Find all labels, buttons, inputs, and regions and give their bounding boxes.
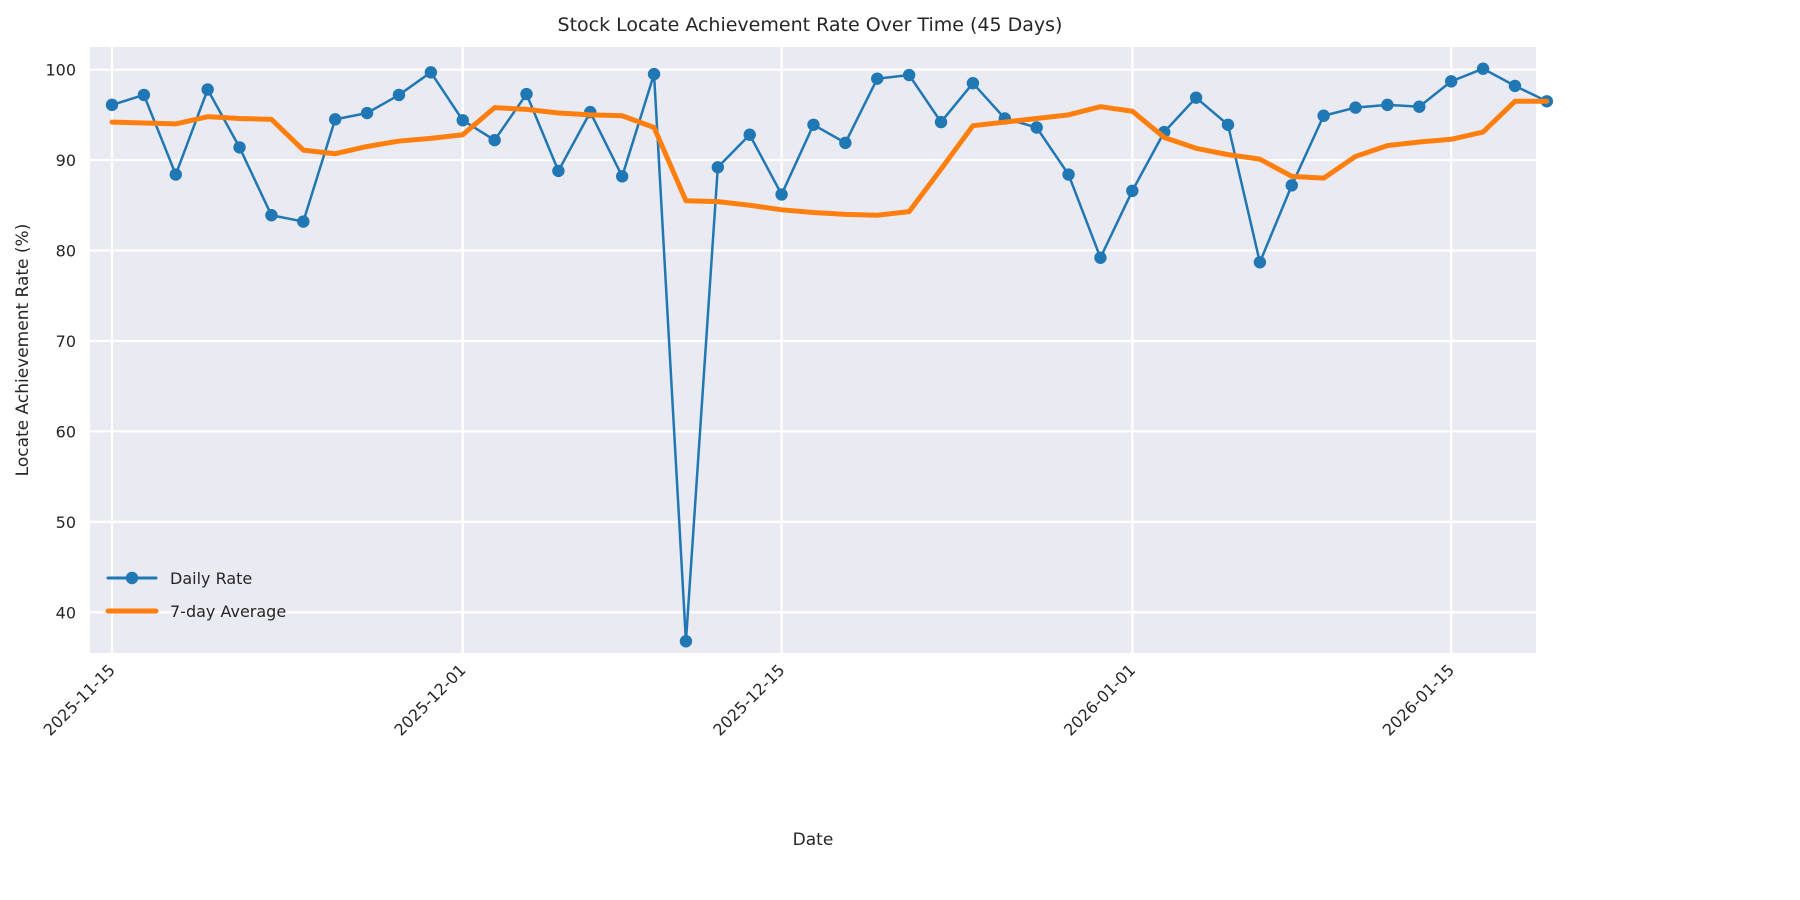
daily-rate-point [265, 209, 278, 222]
y-tick-label: 80 [56, 242, 76, 261]
y-tick-label: 70 [56, 332, 76, 351]
daily-rate-point [743, 128, 756, 141]
y-tick-label: 40 [56, 603, 76, 622]
daily-rate-point [775, 188, 788, 201]
daily-rate-point [1381, 98, 1394, 112]
daily-rate-point [105, 98, 119, 112]
x-axis-title: Date [793, 830, 834, 850]
y-gridlines [90, 68, 1536, 614]
daily-rate-point [839, 136, 852, 150]
daily-rate-point [488, 133, 501, 147]
daily-rate-point [360, 106, 374, 120]
daily-rate-point [966, 76, 980, 90]
daily-rate-point [1126, 184, 1139, 198]
daily-rate-point [1349, 101, 1362, 114]
daily-rate-point [1285, 179, 1298, 192]
daily-rate-point [679, 635, 693, 648]
daily-rate-point [392, 88, 406, 102]
legend-item-label[interactable]: 7-day Average [170, 602, 286, 621]
daily-rate-point [711, 161, 725, 174]
daily-rate-point [1413, 100, 1426, 113]
x-tick-label: 2026-01-01 [1060, 660, 1139, 739]
y-tick-labels: 40 50 60 70 80 90 100 [45, 61, 76, 623]
daily-rate-point [1094, 251, 1107, 264]
x-tick-label: 2025-12-01 [390, 660, 469, 739]
daily-rate-point [1444, 75, 1458, 88]
daily-rate-point [297, 215, 310, 228]
daily-rate-point [456, 114, 469, 127]
seven-day-average-line [109, 98, 1550, 218]
y-tick-label: 50 [56, 513, 76, 532]
daily-rate-point [1221, 118, 1235, 131]
daily-rate-point [552, 164, 565, 178]
daily-rate-point [871, 72, 884, 85]
x-tick-label: 2026-01-15 [1379, 660, 1458, 739]
daily-rate-point [615, 170, 629, 183]
chart-title: Stock Locate Achievement Rate Over Time … [557, 14, 1063, 36]
axes-background [90, 47, 1536, 653]
daily-rate-point [520, 87, 533, 101]
daily-rate-point [169, 168, 182, 181]
x-gridlines [110, 47, 1453, 653]
daily-rate-point [1317, 109, 1330, 122]
daily-rate-point [1508, 79, 1522, 93]
daily-rate-point [902, 68, 916, 82]
daily-rate-point [201, 83, 214, 96]
daily-rate-point [934, 115, 948, 129]
y-axis-title: Locate Achievement Rate (%) [13, 224, 33, 477]
data-series-layer [105, 62, 1554, 648]
daily-rate-point [424, 66, 438, 79]
chart-legend[interactable]: Daily Rate 7-day Average [105, 569, 286, 621]
y-tick-label: 90 [56, 151, 76, 170]
daily-rate-point [1030, 121, 1043, 134]
daily-rate-point [137, 88, 151, 102]
x-tick-label: 2025-12-15 [709, 660, 788, 739]
x-tick-labels: 2025-11-15 2025-12-01 2025-12-15 2026-01-01… [40, 660, 1458, 739]
y-tick-label: 60 [56, 422, 76, 441]
daily-rate-point [1062, 168, 1075, 181]
legend-item-label[interactable]: Daily Rate [170, 569, 252, 588]
daily-rate-point [1189, 91, 1203, 104]
daily-rate-point [233, 141, 246, 154]
daily-rate-point [328, 113, 342, 126]
daily-rate-point [807, 118, 820, 131]
daily-rate-point [1253, 256, 1267, 269]
legend-marker-icon [125, 571, 139, 585]
daily-rate-line [110, 67, 1549, 643]
daily-rate-point [1476, 62, 1490, 75]
daily-rate-point [647, 67, 661, 81]
x-tick-label: 2025-11-15 [40, 660, 119, 739]
y-tick-label: 100 [45, 61, 76, 80]
plot-background-group [90, 47, 1536, 653]
